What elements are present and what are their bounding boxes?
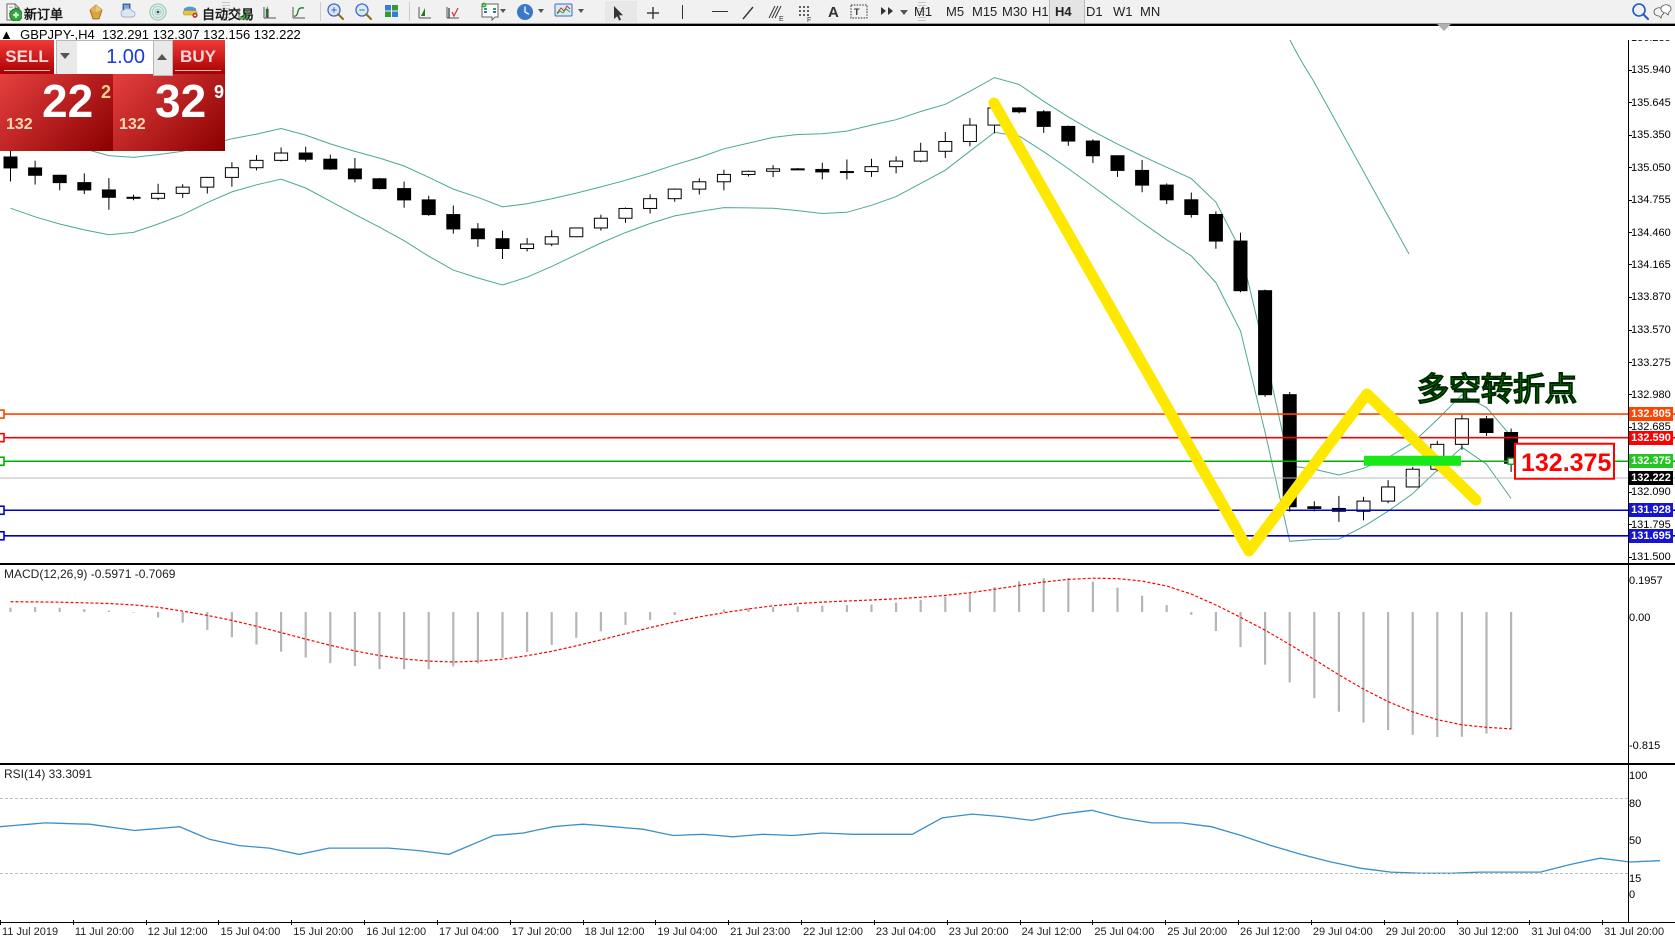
svg-text:E: E	[779, 16, 784, 23]
svg-text:132.375: 132.375	[1521, 449, 1611, 477]
svg-text:多空转折点: 多空转折点	[1417, 371, 1577, 407]
svg-text:T: T	[854, 7, 860, 17]
svg-text:F: F	[807, 17, 811, 23]
